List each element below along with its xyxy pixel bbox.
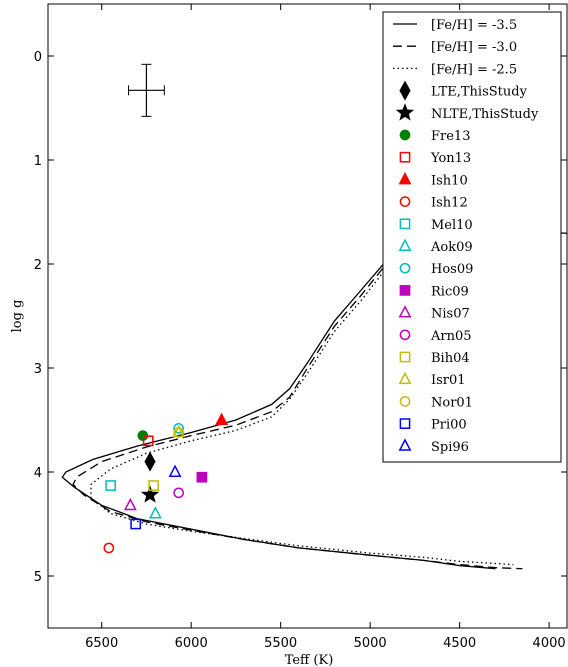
legend-box [382, 11, 562, 463]
y-tick-label: 2 [34, 258, 42, 273]
legend-marker [399, 329, 411, 341]
legend-marker [399, 396, 411, 407]
data-point [140, 485, 160, 503]
data-point [173, 427, 184, 438]
legend-label: Mel10 [431, 218, 473, 233]
isochrone-curves [61, 226, 567, 570]
y-tick-label: 0 [34, 50, 42, 65]
legend-marker [399, 418, 411, 429]
data-point [144, 451, 156, 472]
legend-marker [398, 238, 412, 251]
legend-label: Hos09 [431, 262, 473, 277]
legend-label: Ish12 [431, 196, 468, 211]
y-tick-label: 4 [34, 466, 42, 481]
data-point [215, 412, 229, 425]
legend-label: [Fe/H] = -3.0 [431, 40, 517, 55]
legend-label: Fre13 [431, 129, 470, 144]
isochrone-line [90, 234, 514, 566]
legend-marker [399, 285, 411, 296]
legend-label: Bih04 [431, 351, 470, 366]
data-point [148, 480, 159, 491]
legend-marker [399, 196, 411, 207]
legend-marker [398, 305, 412, 318]
y-axis-label: log g [10, 300, 25, 333]
legend-label: [Fe/H] = -2.5 [431, 62, 517, 77]
legend-label: Yon13 [430, 151, 471, 166]
data-point [123, 497, 137, 511]
y-tick-label: 1 [34, 154, 42, 169]
x-tick-label: 5500 [264, 636, 297, 651]
data-point [173, 422, 184, 434]
legend-marker [398, 171, 412, 185]
legend-marker [398, 438, 412, 451]
axis-ticks: 6500 6000 5500 5000 4500 4000 0 1 2 3 4 5 [34, 4, 567, 651]
legend-label: Nor01 [431, 395, 473, 410]
data-point [130, 518, 142, 530]
legend-marker [399, 262, 411, 274]
data-point [103, 542, 115, 554]
legend-label: LTE,ThisStudy [431, 85, 528, 100]
plot-frame [47, 3, 568, 629]
legend-label: NLTE,ThisStudy [431, 107, 539, 122]
legend-marker [399, 351, 411, 363]
legend-label: [Fe/H] = -3.5 [431, 18, 517, 33]
legend-marker [398, 371, 412, 385]
legend-label: Pri00 [431, 418, 467, 433]
data-point [196, 471, 208, 483]
x-tick-label: 4000 [533, 636, 566, 651]
legend-label: Aok09 [430, 240, 473, 255]
legend-label: Arn05 [430, 329, 472, 344]
legend-label: Ish10 [431, 173, 468, 188]
legend-marker [399, 129, 411, 141]
x-tick-label: 5000 [354, 636, 387, 651]
legend-marker [399, 151, 411, 163]
legend-label: Spi96 [431, 440, 469, 455]
data-point [142, 435, 154, 447]
legend-label: Ric09 [431, 284, 469, 299]
legend-marker [399, 80, 411, 101]
isochrone-line [72, 230, 523, 570]
y-tick-label: 3 [34, 362, 42, 377]
legend-label: Nis07 [431, 307, 470, 322]
legend-marker [399, 218, 411, 230]
legend-label: Isr01 [431, 373, 466, 388]
data-points [103, 412, 229, 554]
data-point [168, 464, 182, 477]
error-bar [128, 63, 165, 117]
y-tick-label: 5 [34, 570, 42, 585]
x-tick-label: 6000 [175, 636, 208, 651]
x-axis-label: Teff (K) [285, 653, 334, 667]
legend-marker [395, 103, 415, 121]
data-point [105, 480, 116, 491]
legend: [Fe/H] = -3.5 [Fe/H] = -3.0 [Fe/H] = -2.5 L… [382, 11, 562, 463]
x-tick-label: 6500 [85, 636, 118, 651]
data-point [148, 506, 162, 519]
data-point [173, 487, 184, 499]
x-tick-label: 4500 [443, 636, 476, 651]
